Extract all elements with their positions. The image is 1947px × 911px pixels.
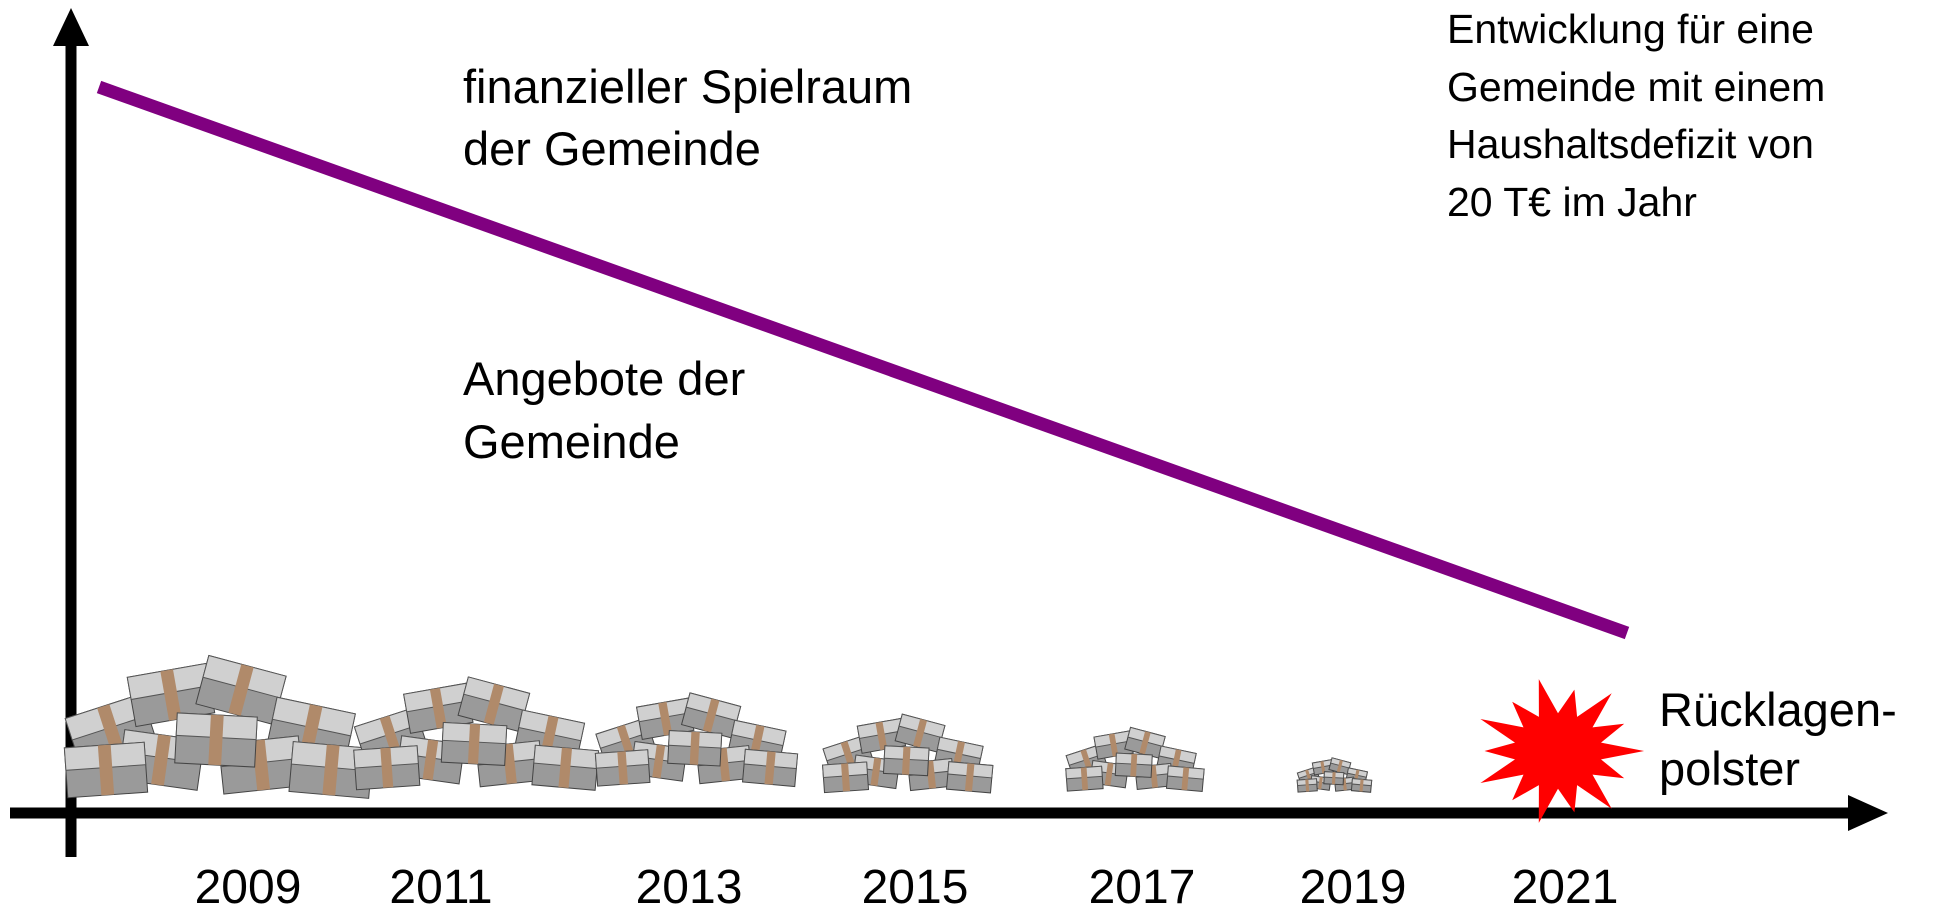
bundle-band — [1332, 772, 1336, 784]
money-bundle — [823, 762, 869, 793]
ruecklagen-label: Rücklagen- — [1659, 683, 1897, 736]
angebote-label: Gemeinde — [463, 415, 680, 468]
money-bundle — [1351, 779, 1371, 793]
note: Haushaltsdefizit von — [1447, 121, 1814, 167]
note: 20 T€ im Jahr — [1447, 179, 1697, 225]
money-bundle — [532, 745, 599, 790]
money-bundle — [1166, 766, 1204, 791]
money-bundle — [354, 746, 420, 790]
money-bundle — [441, 723, 506, 766]
money-bundle — [1324, 772, 1344, 785]
spielraum-label: finanzieller Spielraum — [463, 60, 912, 113]
money-bundle — [1066, 766, 1103, 791]
deficit-burst — [1480, 679, 1644, 823]
bundle-band — [1130, 754, 1137, 777]
year-label: 2019 — [1300, 861, 1407, 911]
year-label: 2015 — [862, 861, 969, 911]
money-bundle — [1297, 779, 1317, 792]
angebote-label: Angebote der — [463, 352, 745, 405]
x-arrow — [1848, 795, 1888, 831]
year-label: 2021 — [1512, 861, 1619, 911]
diagram: finanzieller Spielraum der Gemeinde Ange… — [0, 0, 1947, 911]
money-bundle — [595, 750, 650, 786]
year-label: 2009 — [195, 861, 302, 911]
year-label: 2017 — [1089, 861, 1196, 911]
ruecklagen-label: polster — [1659, 742, 1800, 795]
spielraum-line — [99, 87, 1627, 633]
y-arrow — [53, 8, 89, 46]
money-bundle — [64, 742, 147, 797]
bundle-band — [902, 747, 910, 775]
year-label: 2013 — [636, 861, 743, 911]
year-label: 2011 — [389, 861, 492, 911]
note: Entwicklung für eine — [1447, 6, 1814, 52]
note: Gemeinde mit einem — [1447, 64, 1825, 110]
bundle-band — [690, 732, 700, 765]
bundle-band — [468, 724, 480, 764]
money-bundle — [1115, 753, 1152, 777]
spielraum-label: der Gemeinde — [463, 122, 761, 175]
money-bundle — [883, 746, 929, 776]
money-bundle — [743, 749, 798, 786]
money-bundle — [947, 762, 993, 793]
money-piles — [64, 655, 1371, 798]
money-bundle — [668, 731, 722, 766]
money-bundle — [175, 713, 258, 767]
bundle-band — [208, 715, 223, 766]
